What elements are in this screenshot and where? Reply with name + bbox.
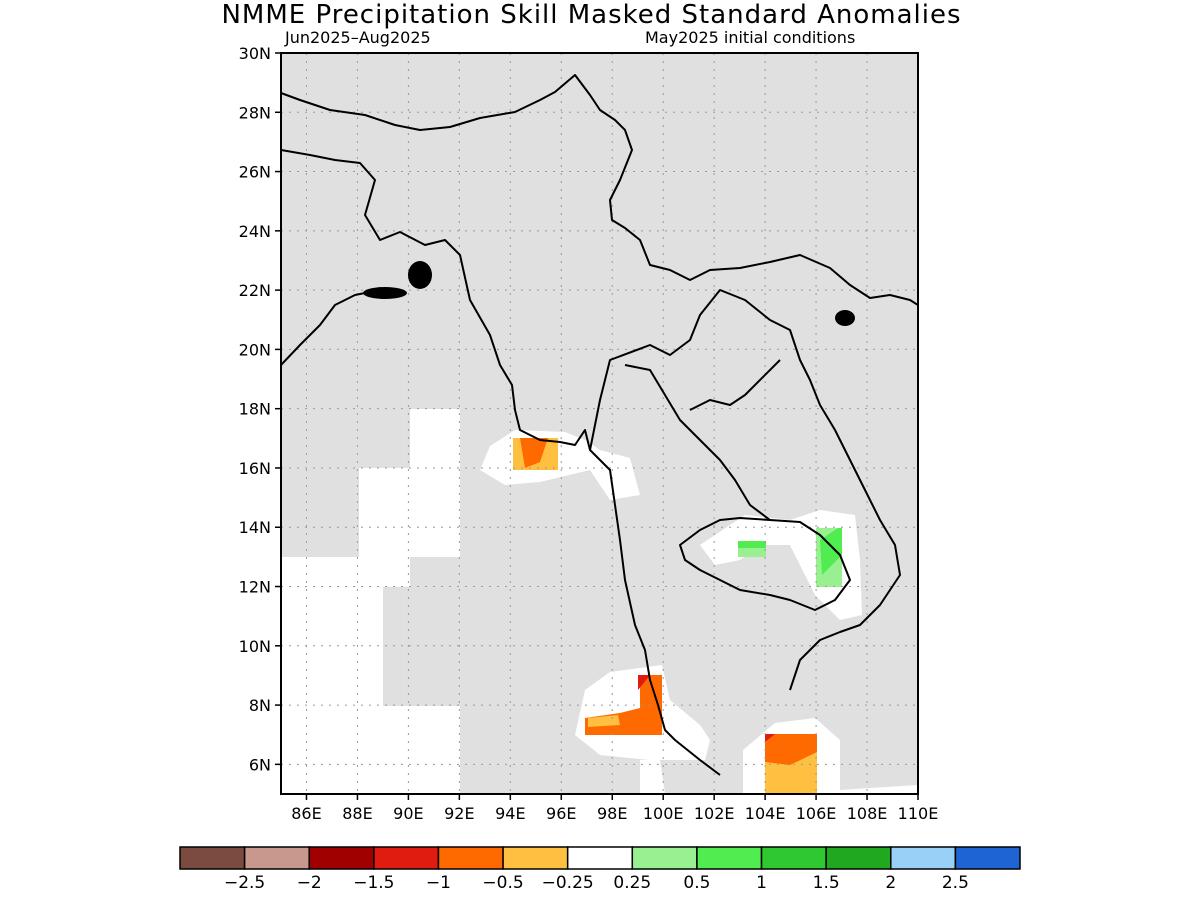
coastlines-borders (281, 74, 918, 776)
lat-tick-label: 10N (239, 637, 271, 656)
colorbar-label: −2.5 (224, 873, 265, 893)
lon-tick-label: 100E (643, 804, 684, 823)
colorbar-swatch (954, 846, 1021, 870)
lat-tick-label: 30N (239, 44, 271, 63)
lon-tick-label: 106E (796, 804, 837, 823)
lon-tick-label: 86E (291, 804, 321, 823)
lat-tick-label: 16N (239, 459, 271, 478)
colorbar-swatch (760, 846, 827, 870)
lat-tick-label: 18N (239, 400, 271, 419)
anomaly-patches (513, 438, 842, 794)
lat-tick-label: 6N (249, 755, 271, 774)
lon-tick-label: 98E (597, 804, 627, 823)
lon-tick-label: 88E (342, 804, 372, 823)
lat-tick-label: 24N (239, 222, 271, 241)
colorbar-label: −0.5 (482, 873, 523, 893)
colorbar-swatch (243, 846, 310, 870)
map-frame (280, 52, 919, 795)
latitude-axis: 6N 8N 10N 12N 14N 16N 18N 20N 22N 24N 26N 28N 30N (239, 44, 281, 774)
delta-coast (363, 261, 855, 326)
map-title: NMME Precipitation Skill Masked Standard… (221, 0, 962, 30)
colorbar-swatch (696, 846, 763, 870)
masked-background (281, 53, 918, 794)
colorbar: −2.5 −2 −1.5 −1 −0.5 −0.25 0.25 0.5 1 1.5 2 2.5 (179, 846, 1021, 893)
colorbar-label: −2 (297, 873, 322, 893)
colorbar-label: −1.5 (353, 873, 394, 893)
initial-conditions: May2025 initial conditions (645, 28, 856, 47)
graticule (281, 53, 918, 794)
colorbar-swatch (566, 846, 634, 870)
colorbar-swatch (502, 846, 569, 870)
colorbar-label: 2.5 (942, 873, 969, 893)
colorbar-label: −1 (426, 873, 451, 893)
lon-tick-label: 110E (898, 804, 939, 823)
lon-tick-label: 90E (393, 804, 423, 823)
forecast-period: Jun2025–Aug2025 (285, 28, 431, 47)
colorbar-swatch (631, 846, 698, 870)
lon-tick-label: 102E (694, 804, 735, 823)
longitude-axis: 86E 88E 90E 92E 94E 96E 98E 100E 102E 104E 106E 108… (291, 794, 938, 823)
colorbar-label: 2 (885, 873, 896, 893)
colorbar-swatch (373, 846, 440, 870)
colorbar-swatch (825, 846, 892, 870)
lon-tick-label: 92E (444, 804, 474, 823)
colorbar-swatch (890, 846, 957, 870)
lat-tick-label: 22N (239, 281, 271, 300)
lon-tick-label: 96E (546, 804, 576, 823)
colorbar-label: 1 (756, 873, 767, 893)
colorbar-label: −0.25 (542, 873, 594, 893)
lat-tick-label: 8N (249, 696, 271, 715)
colorbar-swatch (308, 846, 375, 870)
colorbar-label: 1.5 (813, 873, 840, 893)
lon-tick-label: 104E (745, 804, 786, 823)
lat-tick-label: 14N (239, 518, 271, 537)
lat-tick-label: 28N (239, 103, 271, 122)
colorbar-swatch (179, 846, 246, 870)
colorbar-label: 0.25 (613, 873, 651, 893)
colorbar-swatch (437, 846, 504, 870)
colorbar-label: 0.5 (683, 873, 710, 893)
lon-tick-label: 108E (847, 804, 888, 823)
lat-tick-label: 12N (239, 578, 271, 597)
lon-tick-label: 94E (495, 804, 525, 823)
lat-tick-label: 20N (239, 340, 271, 359)
lat-tick-label: 26N (239, 163, 271, 182)
